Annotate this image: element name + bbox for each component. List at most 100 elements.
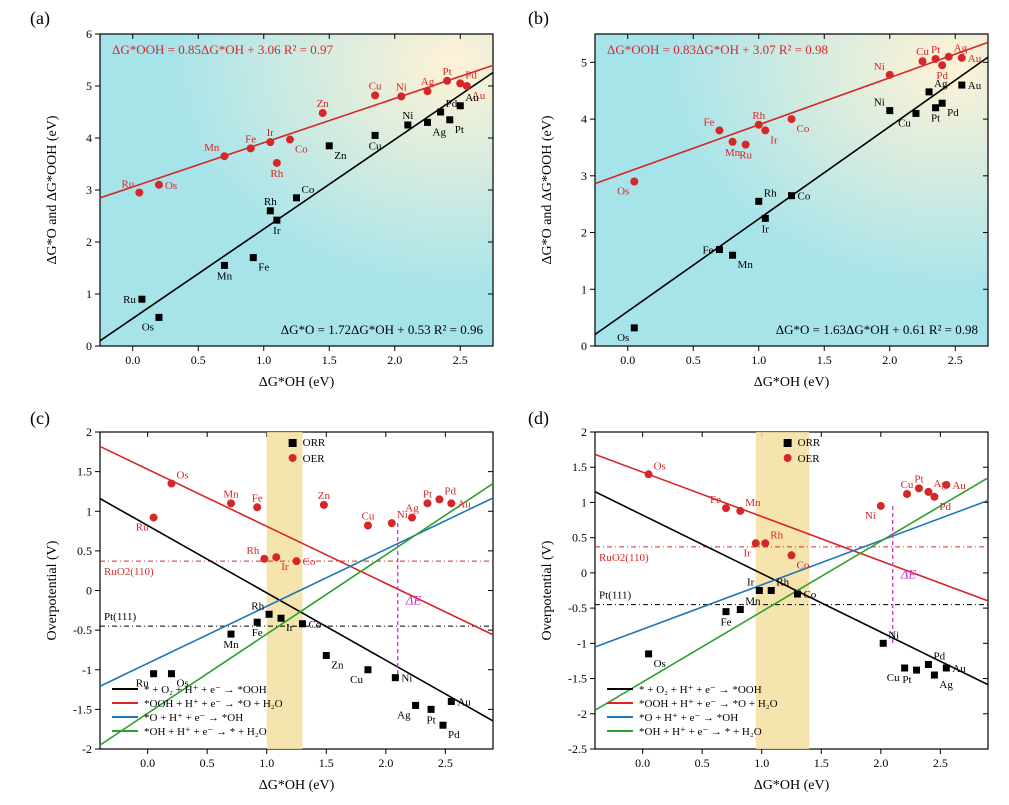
svg-text:5: 5 [86, 79, 92, 93]
svg-text:Pt: Pt [931, 44, 940, 56]
svg-text:1: 1 [581, 282, 587, 296]
svg-text:0: 0 [86, 584, 92, 598]
svg-text:Pt: Pt [914, 473, 923, 485]
svg-text:Co: Co [295, 144, 308, 156]
svg-text:ΔG*O and ΔG*OOH (eV): ΔG*O and ΔG*OOH (eV) [45, 115, 60, 264]
svg-text:Rh: Rh [270, 168, 283, 180]
svg-text:2.5: 2.5 [438, 756, 453, 770]
svg-text:Au: Au [952, 480, 966, 492]
svg-text:Cu: Cu [901, 479, 914, 491]
svg-text:0.0: 0.0 [140, 756, 155, 770]
svg-text:Ni: Ni [874, 97, 885, 109]
svg-text:0.5: 0.5 [77, 544, 92, 558]
svg-text:1.5: 1.5 [77, 465, 92, 479]
svg-text:2.5: 2.5 [933, 756, 948, 770]
svg-text:Ir: Ir [286, 622, 294, 634]
svg-text:* + O₂ + H⁺ + e⁻ → *OOH: * + O₂ + H⁺ + e⁻ → *OOH [144, 684, 267, 696]
svg-text:Au: Au [457, 696, 471, 708]
svg-text:Os: Os [176, 470, 188, 482]
svg-text:-0.5: -0.5 [568, 601, 587, 615]
svg-text:Pt: Pt [423, 488, 432, 500]
svg-text:-1: -1 [82, 663, 92, 677]
svg-text:*O + H⁺ + e⁻ → *OH: *O + H⁺ + e⁻ → *OH [639, 712, 738, 724]
svg-text:Au: Au [465, 92, 479, 104]
svg-text:Cu: Cu [362, 511, 375, 523]
svg-text:Pd: Pd [465, 69, 477, 81]
svg-text:Mn: Mn [738, 259, 754, 271]
svg-text:0.5: 0.5 [191, 353, 206, 367]
svg-text:Ag: Ag [933, 478, 947, 490]
svg-text:-1: -1 [577, 636, 587, 650]
svg-text:Ni: Ni [888, 629, 899, 641]
svg-text:Rh: Rh [251, 600, 264, 612]
svg-text:-0.5: -0.5 [73, 623, 92, 637]
svg-text:ΔE: ΔE [900, 567, 917, 582]
svg-text:0.0: 0.0 [635, 756, 650, 770]
svg-text:*OH + H⁺ + e⁻ → * + H₂O: *OH + H⁺ + e⁻ → * + H₂O [144, 726, 267, 738]
svg-text:Mn: Mn [217, 270, 233, 282]
svg-text:ORR: ORR [303, 437, 326, 449]
svg-text:1: 1 [86, 287, 92, 301]
svg-text:ΔG*O = 1.72ΔG*OH + 0.53 R²: ΔG*O = 1.72ΔG*OH + 0.53 R² = 0.96 [281, 322, 484, 337]
svg-text:1: 1 [86, 504, 92, 518]
svg-text:1.0: 1.0 [256, 353, 271, 367]
svg-text:3: 3 [86, 183, 92, 197]
svg-text:Zn: Zn [318, 490, 331, 502]
svg-text:Pt: Pt [931, 113, 940, 125]
svg-text:Rh: Rh [752, 110, 765, 122]
svg-text:6: 6 [86, 27, 92, 41]
svg-text:RuO2(110): RuO2(110) [599, 552, 649, 564]
svg-text:1.0: 1.0 [751, 353, 766, 367]
svg-text:Fe: Fe [252, 492, 263, 504]
svg-text:Au: Au [968, 80, 982, 92]
svg-text:Os: Os [142, 321, 154, 333]
svg-text:Co: Co [302, 184, 315, 196]
panel-a: 0.00.51.01.52.02.50123456ΔG*OH (eV)ΔG*O … [40, 22, 505, 392]
svg-text:Pt: Pt [455, 124, 464, 136]
svg-text:1.5: 1.5 [572, 460, 587, 474]
svg-text:Ag: Ag [421, 76, 435, 88]
svg-text:Pd: Pd [933, 650, 945, 662]
svg-text:2.5: 2.5 [453, 353, 468, 367]
svg-text:Rh: Rh [764, 187, 777, 199]
svg-text:1.5: 1.5 [319, 756, 334, 770]
svg-text:OER: OER [798, 453, 821, 465]
svg-text:Cu: Cu [916, 46, 929, 58]
svg-text:ΔG*OH (eV): ΔG*OH (eV) [259, 375, 335, 390]
svg-text:ΔG*OH (eV): ΔG*OH (eV) [754, 778, 830, 793]
svg-text:Ru: Ru [136, 522, 149, 534]
svg-text:Mn: Mn [223, 639, 239, 651]
svg-text:Pt: Pt [443, 66, 452, 78]
svg-text:0.5: 0.5 [695, 756, 710, 770]
svg-text:0.5: 0.5 [686, 353, 701, 367]
svg-text:Mn: Mn [204, 142, 220, 154]
svg-text:Ag: Ag [397, 709, 411, 721]
svg-text:Os: Os [654, 658, 666, 670]
svg-text:Mn: Mn [745, 596, 761, 608]
svg-text:Overpotential (V): Overpotential (V) [540, 540, 555, 640]
svg-text:* + O₂ + H⁺ + e⁻ → *OOH: * + O₂ + H⁺ + e⁻ → *OOH [639, 684, 762, 696]
svg-text:ΔG*OH (eV): ΔG*OH (eV) [754, 375, 830, 390]
svg-text:Ir: Ir [762, 223, 770, 235]
svg-text:Co: Co [303, 556, 316, 568]
svg-text:-2: -2 [82, 742, 92, 756]
svg-text:Ni: Ni [865, 510, 876, 522]
svg-text:0: 0 [581, 566, 587, 580]
svg-text:1.0: 1.0 [754, 756, 769, 770]
svg-text:Pd: Pd [947, 107, 959, 119]
svg-text:Au: Au [457, 498, 471, 510]
svg-text:0.0: 0.0 [620, 353, 635, 367]
svg-text:Overpotential (V): Overpotential (V) [45, 540, 60, 640]
svg-text:Fe: Fe [252, 627, 263, 639]
svg-text:4: 4 [86, 131, 92, 145]
svg-text:Pt: Pt [902, 674, 911, 686]
svg-text:0: 0 [581, 339, 587, 353]
svg-text:Cu: Cu [369, 140, 382, 152]
svg-text:2.0: 2.0 [378, 756, 393, 770]
svg-text:Ag: Ag [934, 78, 948, 90]
panel-b: 0.00.51.01.52.02.5012345ΔG*OH (eV)ΔG*O a… [535, 22, 1000, 392]
svg-text:Fe: Fe [703, 116, 714, 128]
svg-text:2: 2 [581, 425, 587, 439]
svg-text:0: 0 [86, 339, 92, 353]
svg-text:Cu: Cu [887, 672, 900, 684]
